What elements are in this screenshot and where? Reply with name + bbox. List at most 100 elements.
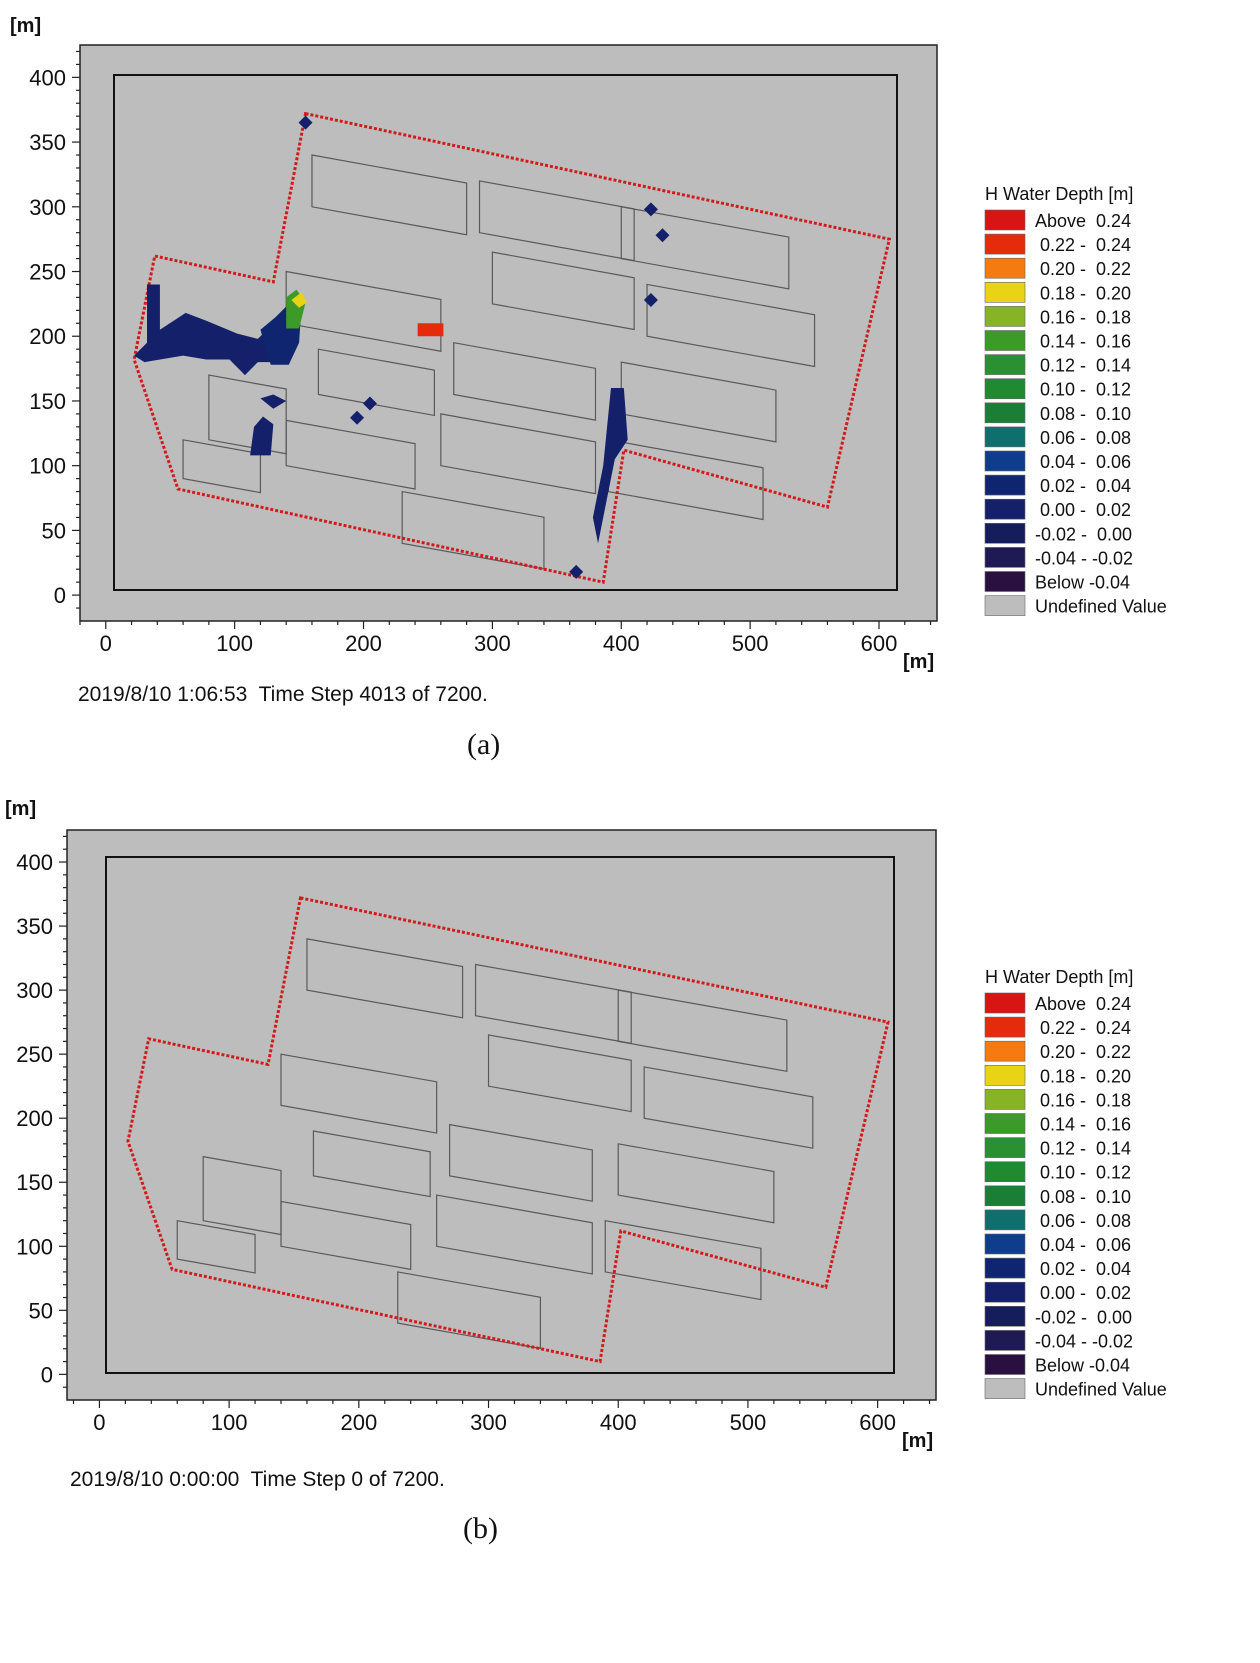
water-depth-point — [298, 115, 313, 130]
legend-entry-label: 0.08 - 0.10 — [1035, 1187, 1131, 1207]
water-depth-point — [350, 410, 365, 425]
building-outline — [317, 348, 435, 417]
y-tick-label: 50 — [29, 1298, 53, 1323]
legend-swatch — [984, 281, 1026, 303]
building-outline — [604, 1219, 762, 1301]
water-depth-region — [260, 394, 287, 409]
legend-swatch — [984, 233, 1026, 255]
x-axis-unit: [m] — [902, 1430, 933, 1452]
legend-entry-label: Below -0.04 — [1035, 1356, 1130, 1376]
legend-entry-label: 0.10 - 0.12 — [1035, 1163, 1131, 1183]
y-tick-label: 400 — [29, 65, 66, 90]
legend-entry-label: Above 0.24 — [1035, 211, 1131, 231]
legend-entry-label: Above 0.24 — [1035, 994, 1131, 1014]
legend-swatch — [984, 402, 1026, 424]
y-tick-label: 250 — [29, 260, 66, 285]
legend-swatch — [984, 1281, 1026, 1303]
legend-entry-label: 0.14 - 0.16 — [1035, 332, 1131, 352]
x-tick-label: 100 — [216, 631, 253, 656]
building-outline — [620, 206, 790, 290]
legend-swatch — [984, 571, 1026, 592]
building-outline — [440, 413, 597, 495]
domain-boundary — [132, 111, 892, 584]
y-tick-label: 0 — [54, 583, 66, 608]
water-depth-point — [643, 202, 658, 217]
legend-swatch — [984, 330, 1026, 351]
legend-entry-label: Undefined Value — [1035, 597, 1167, 617]
panel-b: 0 100 200 300 400 500 600 0 50 100 150 200 250 300 350… — [0, 798, 1260, 1663]
legend-swatch — [984, 1040, 1026, 1062]
building-outline — [617, 1143, 775, 1224]
y-tick-label: 250 — [16, 1042, 53, 1067]
legend-entry-label: Undefined Value — [1035, 1380, 1167, 1400]
x-tick-label: 200 — [345, 631, 382, 656]
legend-entry-label: 0.18 - 0.20 — [1035, 283, 1131, 303]
panel-caption: (b) — [463, 1512, 498, 1545]
water-depth-region — [134, 284, 276, 376]
legend-swatch — [984, 209, 1026, 231]
model-extent-frame — [113, 74, 898, 591]
x-tick-label: 600 — [861, 631, 898, 656]
legend-swatch — [984, 1185, 1026, 1207]
building-outline — [182, 439, 262, 494]
y-tick-label: 100 — [29, 454, 66, 479]
legend-entry-label: 0.22 - 0.24 — [1035, 235, 1131, 255]
legend-entry-label: 0.22 - 0.24 — [1035, 1018, 1131, 1038]
legend-swatch — [984, 1305, 1026, 1327]
water-depth-point — [655, 228, 670, 243]
x-tick-label: 200 — [340, 1410, 377, 1435]
legend-entry-label: -0.04 - -0.02 — [1035, 1331, 1133, 1351]
water-depth-point — [569, 564, 584, 579]
legend-swatch — [984, 450, 1026, 472]
x-tick-label: 300 — [474, 631, 511, 656]
legend-swatch — [984, 354, 1026, 375]
legend-swatch — [984, 595, 1026, 616]
legend-entry-label: 0.16 - 0.18 — [1035, 1090, 1131, 1110]
legend-entry-label: 0.16 - 0.18 — [1035, 307, 1131, 327]
legend-swatch — [984, 992, 1026, 1014]
legend-entry-label: 0.10 - 0.12 — [1035, 380, 1131, 400]
legend-entry-label: 0.20 - 0.22 — [1035, 259, 1131, 279]
legend-swatch — [984, 1137, 1026, 1158]
y-tick-label: 350 — [29, 130, 66, 155]
legend-swatch — [984, 1209, 1026, 1231]
building-outline — [176, 1219, 256, 1274]
building-outline — [453, 341, 597, 421]
building-outline — [202, 1155, 282, 1236]
x-axis-unit: [m] — [903, 651, 934, 673]
legend-swatch — [984, 1330, 1026, 1351]
y-tick-label: 50 — [42, 518, 66, 543]
panel-caption: (a) — [467, 728, 501, 761]
building-outline — [208, 374, 287, 455]
building-outline — [280, 1053, 438, 1134]
legend-swatch — [984, 474, 1026, 496]
legend-entry-label: -0.02 - 0.00 — [1035, 524, 1132, 544]
legend-swatch — [984, 306, 1026, 327]
building-outline — [311, 154, 468, 236]
x-tick-label: 400 — [603, 631, 640, 656]
y-tick-label: 0 — [41, 1362, 53, 1387]
water-depth-point — [643, 292, 658, 307]
panel-a: 0 100 200 300 400 500 600 0 50 100 150 200 250 300 350… — [0, 0, 1260, 800]
y-tick-label: 300 — [16, 978, 53, 1003]
legend-entry-label: 0.12 - 0.14 — [1035, 356, 1131, 376]
building-outline — [487, 1034, 632, 1113]
legend-swatch — [984, 1257, 1026, 1279]
water-depth-region — [250, 416, 274, 456]
building-outline — [397, 1271, 542, 1350]
legend-entry-label: 0.20 - 0.22 — [1035, 1042, 1131, 1062]
y-tick-label: 150 — [16, 1170, 53, 1195]
legend-swatch — [984, 1233, 1026, 1255]
y-tick-label: 350 — [16, 914, 53, 939]
legend-entry-label: 0.02 - 0.04 — [1035, 476, 1131, 496]
legend-entry-label: 0.00 - 0.02 — [1035, 1283, 1131, 1303]
legend-entry-label: Below -0.04 — [1035, 573, 1130, 593]
legend-swatch — [984, 1354, 1026, 1375]
model-extent-frame — [105, 856, 895, 1374]
legend-swatch — [984, 1089, 1026, 1110]
legend-swatch — [984, 426, 1026, 448]
y-axis-unit: [m] — [10, 15, 41, 37]
y-axis-unit: [m] — [5, 798, 36, 820]
y-tick-label: 400 — [16, 850, 53, 875]
legend-entry-label: 0.12 - 0.14 — [1035, 1139, 1131, 1159]
